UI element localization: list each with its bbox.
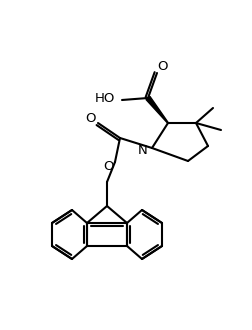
Text: HO: HO: [94, 92, 115, 106]
Text: O: O: [86, 113, 96, 125]
Text: O: O: [103, 160, 113, 174]
Polygon shape: [146, 96, 168, 123]
Text: N: N: [138, 144, 148, 156]
Text: O: O: [157, 60, 167, 74]
